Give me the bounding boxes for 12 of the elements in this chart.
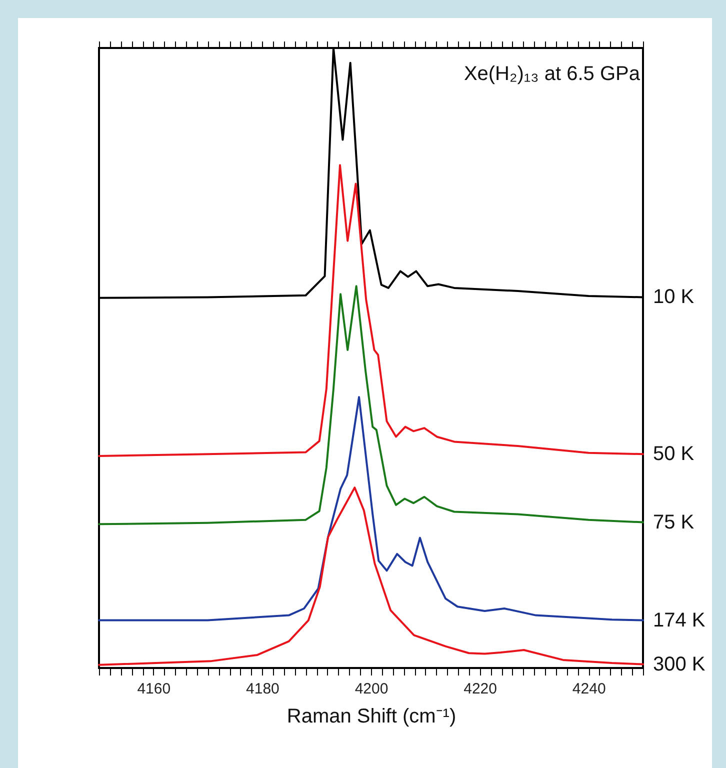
x-tick-label: 4180 [246,680,280,698]
series-label: 300 K [653,653,706,676]
x-tick-label: 4240 [572,680,606,698]
annotation: Xe(H₂)₁₃ at 6.5 GPa [464,63,641,85]
series-label: 50 K [653,443,695,466]
x-axis-title: Raman Shift (cm⁻¹) [286,706,456,728]
x-tick-label: 4200 [354,680,388,698]
series-label: 10 K [653,286,695,308]
series-label: 174 K [653,609,706,632]
x-tick-label: 4160 [137,680,171,698]
x-tick-label: 4220 [464,680,497,698]
series-label: 75 K [653,511,695,534]
